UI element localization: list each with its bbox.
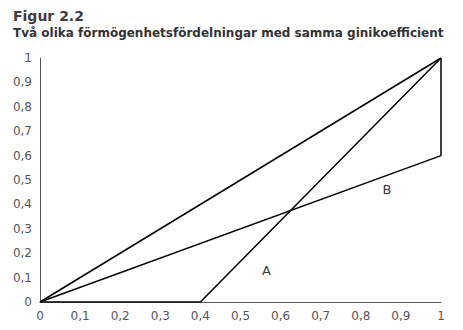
svg-text:0,9: 0,9 [391,309,410,323]
svg-text:0,3: 0,3 [151,309,170,323]
svg-text:0,7: 0,7 [311,309,330,323]
svg-text:1: 1 [437,309,445,323]
svg-text:0,4: 0,4 [13,197,32,211]
svg-text:0,3: 0,3 [13,222,32,236]
svg-text:0,5: 0,5 [231,309,250,323]
svg-text:0,6: 0,6 [271,309,290,323]
svg-text:0,8: 0,8 [351,309,370,323]
svg-text:0,6: 0,6 [13,149,32,163]
svg-text:0,1: 0,1 [13,271,32,285]
svg-text:0,4: 0,4 [191,309,210,323]
svg-text:0: 0 [36,309,44,323]
svg-text:Två olika förmögenhetsfördelni: Två olika förmögenhetsfördelningar med s… [13,26,444,40]
svg-text:0,2: 0,2 [13,246,32,260]
svg-text:0,7: 0,7 [13,124,32,138]
svg-text:A: A [262,263,271,278]
svg-text:1: 1 [24,51,32,65]
svg-text:0,2: 0,2 [111,309,130,323]
svg-text:0: 0 [24,295,32,309]
svg-text:B: B [382,182,391,197]
svg-text:Figur 2.2: Figur 2.2 [13,8,84,24]
svg-text:0,8: 0,8 [13,100,32,114]
svg-text:0,5: 0,5 [13,173,32,187]
svg-text:0,1: 0,1 [71,309,90,323]
svg-text:0,9: 0,9 [13,75,32,89]
